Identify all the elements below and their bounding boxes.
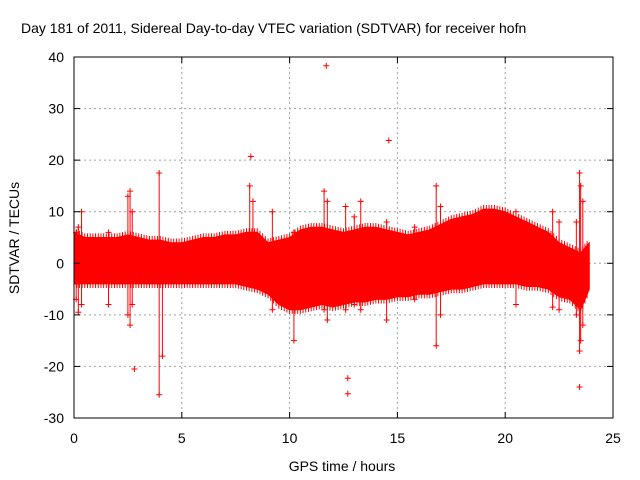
data-point [549,304,556,311]
data-point-outlier [344,390,351,397]
data-point [269,208,276,215]
data-point [324,317,331,324]
data-point [246,182,253,189]
plot-frame [73,56,614,419]
data-point [249,198,256,205]
y-tick-label: 40 [48,49,64,65]
data-point [129,301,136,308]
data-point [437,203,444,210]
data-point [129,208,136,215]
data-point [576,170,583,177]
data-point [342,306,349,313]
data-point [321,306,328,313]
x-tick-label: 25 [605,430,621,446]
data-point [433,342,440,349]
data-point [78,301,85,308]
data-point-outlier [247,153,254,160]
data-point [549,208,556,215]
chart-title: Day 181 of 2011, Sidereal Day-to-day VTE… [21,20,526,36]
data-point [576,347,583,354]
y-tick-label: -20 [44,358,64,374]
x-tick-label: 15 [390,430,406,446]
data-layer [73,62,590,398]
data-point [556,306,563,313]
data-point [573,311,580,318]
y-tick-label: -30 [44,410,64,426]
data-point [290,337,297,344]
data-point [383,219,390,226]
data-point [156,391,163,398]
data-point [342,203,349,210]
data-point [127,188,134,195]
data-point [156,170,163,177]
data-point [321,188,328,195]
data-point-outlier [344,375,351,382]
data-point [351,213,358,220]
data-point [351,301,358,308]
y-tick-label: 20 [48,152,64,168]
data-band [73,208,590,311]
data-point [249,280,256,287]
y-tick-label: 10 [48,204,64,220]
data-point [556,219,563,226]
x-axis-label: GPS time / hours [289,458,396,474]
data-point [577,182,584,189]
data-point-outlier [385,137,392,144]
data-point [357,198,364,205]
data-point [512,208,519,215]
data-point-outlier [576,384,583,391]
data-point [579,322,586,329]
y-axis-label: SDTVAR / TECUs [6,182,22,294]
data-point [512,301,519,308]
data-point [159,260,166,267]
y-tick-label: 0 [56,255,64,271]
data-point [437,311,444,318]
data-point [269,306,276,313]
data-point [579,198,586,205]
data-point [577,337,584,344]
data-point [75,224,82,231]
data-point [357,306,364,313]
data-point [75,309,82,316]
data-point [383,317,390,324]
x-tick-label: 20 [497,430,513,446]
data-point [411,224,418,231]
x-tick-label: 5 [178,430,186,446]
data-point-outlier [131,366,138,373]
y-tick-label: 30 [48,101,64,117]
y-tick-label: -10 [44,307,64,323]
x-tick-label: 10 [282,430,298,446]
data-point [290,229,297,236]
data-point [127,322,134,329]
data-point [411,296,418,303]
data-point [433,182,440,189]
data-point [573,219,580,226]
data-point-outlier [323,62,330,69]
x-tick-label: 0 [70,430,78,446]
data-point [105,229,112,236]
data-point [324,198,331,205]
data-point [159,353,166,360]
ticks: 0 5 10 15 20 25 -30 -20 -10 0 10 20 30 40 [44,49,621,446]
data-point [105,301,112,308]
